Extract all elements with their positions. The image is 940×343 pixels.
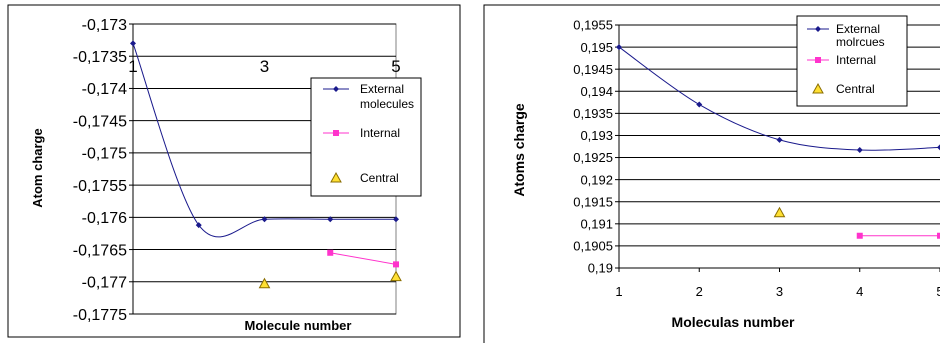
data-point xyxy=(616,44,622,51)
y-tick-label: -0,177 xyxy=(82,275,127,292)
legend-item: Internal xyxy=(807,53,876,67)
x-tick-label: 4 xyxy=(856,284,863,299)
series-1 xyxy=(856,232,940,239)
y-tick-label: -0,1735 xyxy=(73,49,127,66)
data-point xyxy=(258,277,271,289)
legend-label: Central xyxy=(836,82,875,96)
legend-label: Central xyxy=(360,171,399,185)
legend-label: molrcues xyxy=(836,35,885,49)
y-tick-label: 0,19 xyxy=(588,261,613,276)
y-tick-label: -0,175 xyxy=(82,146,127,163)
y-tick-label: 0,1915 xyxy=(573,194,613,209)
legend-marker xyxy=(333,86,339,92)
y-tick-label: -0,174 xyxy=(82,81,127,98)
x-tick-label: 1 xyxy=(128,57,137,76)
chart-left-svg: -0,173 -0,1735 -0,174 -0,1745 -0,175 -0,1755 -… xyxy=(7,4,461,338)
legend-marker xyxy=(812,82,824,94)
chart-right-svg: 0,19 0,1905 0,191 0,1915 0,192 0,1925 0,193 0,1… xyxy=(483,4,940,343)
y-tick-label: -0,1745 xyxy=(73,113,127,130)
data-point xyxy=(393,216,399,223)
legend-label: Internal xyxy=(360,126,400,140)
data-point xyxy=(856,147,863,154)
data-point xyxy=(261,216,268,223)
y-tick-label: 0,193 xyxy=(580,128,613,143)
x-axis-title: Moleculas number xyxy=(672,314,795,330)
x-tick-label: 3 xyxy=(776,284,783,299)
data-point xyxy=(393,261,399,268)
series-line xyxy=(132,43,396,238)
series-2 xyxy=(258,270,402,289)
legend-marker xyxy=(815,26,821,32)
data-point xyxy=(773,206,786,218)
legend-marker xyxy=(330,171,342,183)
y-tick-label: 0,191 xyxy=(580,216,613,231)
data-point xyxy=(327,249,334,256)
series-2 xyxy=(773,206,786,218)
legend-label: molecules xyxy=(360,97,414,111)
legend-label: External xyxy=(836,22,880,36)
legend-box xyxy=(310,77,422,197)
x-tick-label: 3 xyxy=(260,57,269,76)
y-tick-label: -0,173 xyxy=(82,17,127,34)
legend-item: Central xyxy=(330,171,399,185)
legend-label: External xyxy=(360,82,404,96)
y-tick-label: -0,176 xyxy=(82,210,127,227)
legend-marker xyxy=(333,130,339,136)
data-point xyxy=(776,136,783,143)
y-tick-label: 0,1925 xyxy=(573,150,613,165)
y-axis-title: Atoms charge xyxy=(511,103,527,197)
legend-item: Internal xyxy=(323,126,400,140)
x-axis-title: Molecule number xyxy=(245,318,352,333)
series-0 xyxy=(130,40,399,238)
y-axis-title: Atom charge xyxy=(30,128,45,207)
y-tick-label: 0,1905 xyxy=(573,239,613,254)
x-tick-label: 2 xyxy=(696,284,703,299)
y-tick-label: 0,194 xyxy=(580,84,613,99)
legend-marker xyxy=(815,57,821,63)
y-tick-label: 0,195 xyxy=(580,40,613,55)
y-tick-label: -0,1765 xyxy=(73,242,127,259)
x-tick-label: 5 xyxy=(936,284,940,299)
data-point xyxy=(327,216,334,223)
data-point xyxy=(937,144,940,151)
y-tick-label: 0,1935 xyxy=(573,106,613,121)
chart-left: -0,173 -0,1735 -0,174 -0,1745 -0,175 -0,1755 -… xyxy=(7,4,461,338)
legend-item: Central xyxy=(812,82,875,96)
series-1 xyxy=(327,249,399,268)
y-tick-label: 0,192 xyxy=(580,172,613,187)
y-tick-label: -0,1775 xyxy=(73,307,127,324)
data-point xyxy=(390,270,402,282)
y-tick-label: -0,1755 xyxy=(73,178,127,195)
data-point xyxy=(856,232,863,239)
x-tick-label: 1 xyxy=(615,284,622,299)
y-tick-label: 0,1945 xyxy=(573,62,613,77)
data-point xyxy=(696,101,703,108)
series-line xyxy=(330,252,397,265)
x-tick-label: 5 xyxy=(391,57,400,76)
data-point xyxy=(937,232,940,239)
series-0 xyxy=(616,44,940,154)
data-point xyxy=(195,222,202,229)
chart-right: 0,19 0,1905 0,191 0,1915 0,192 0,1925 0,193 0,1… xyxy=(470,0,940,343)
legend-label: Internal xyxy=(836,53,876,67)
data-point xyxy=(130,40,136,47)
y-tick-label: 0,1955 xyxy=(573,18,613,33)
